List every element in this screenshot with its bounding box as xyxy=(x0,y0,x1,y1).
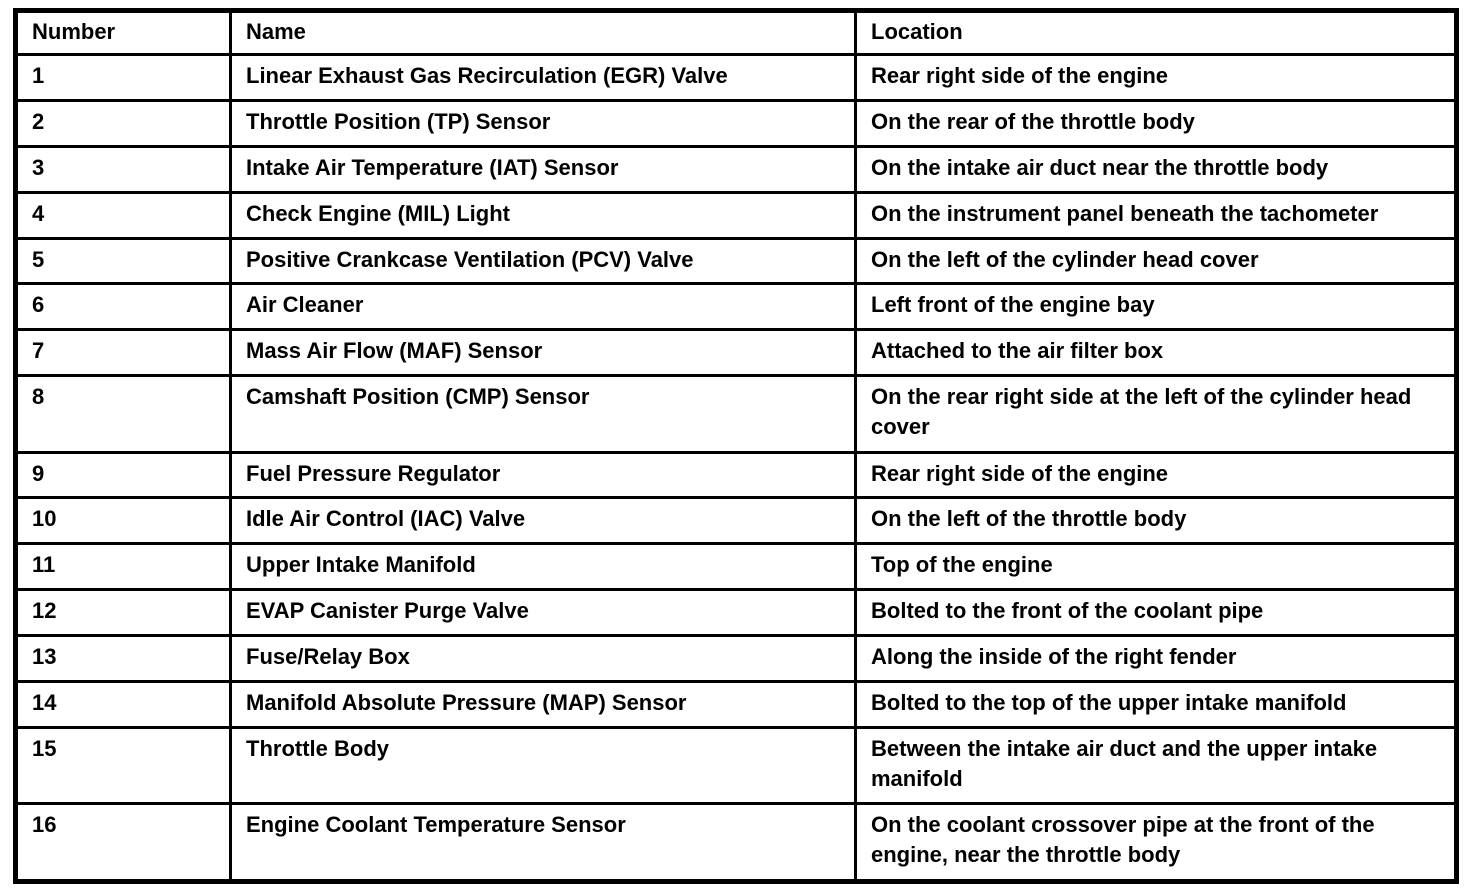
cell-location: On the rear of the throttle body xyxy=(854,98,1458,148)
table-row: 3 Intake Air Temperature (IAT) Sensor On t… xyxy=(14,144,1458,194)
column-header-number: Number xyxy=(14,9,232,56)
cell-number: 4 xyxy=(14,190,232,240)
cell-name: Throttle Position (TP) Sensor xyxy=(229,98,857,148)
table-row: 8 Camshaft Position (CMP) Sensor On the re… xyxy=(14,374,1458,454)
table-row: 7 Mass Air Flow (MAF) Sensor Attached to t… xyxy=(14,328,1458,378)
table-row: 14 Manifold Absolute Pressure (MAP) Senso… xyxy=(14,679,1458,729)
cell-number: 2 xyxy=(14,98,232,148)
cell-location: On the rear right side at the left of th… xyxy=(854,374,1458,454)
cell-name: Mass Air Flow (MAF) Sensor xyxy=(229,328,857,378)
component-location-table: Number Name Location 1 Linear Exhaust Gas… xyxy=(13,8,1459,884)
header-row: Number Name Location xyxy=(14,9,1458,56)
column-header-name: Name xyxy=(229,9,857,56)
cell-name: Fuse/Relay Box xyxy=(229,634,857,683)
cell-location: On the left of the throttle body xyxy=(854,496,1458,546)
cell-number: 10 xyxy=(14,496,232,546)
cell-location: Left front of the engine bay xyxy=(854,282,1458,332)
cell-name: Positive Crankcase Ventilation (PCV) Val… xyxy=(229,236,857,286)
table-row: 10 Idle Air Control (IAC) Valve On the lef… xyxy=(14,496,1458,546)
cell-number: 13 xyxy=(14,634,232,683)
cell-location: On the intake air duct near the throttle… xyxy=(854,144,1458,194)
table-row: 1 Linear Exhaust Gas Recirculation (EGR) … xyxy=(14,53,1458,102)
table-row: 11 Upper Intake Manifold Top of the engine xyxy=(14,542,1458,592)
table-row: 15 Throttle Body Between the intake air du… xyxy=(14,725,1458,806)
cell-number: 11 xyxy=(14,542,232,592)
cell-number: 12 xyxy=(14,588,232,638)
cell-number: 5 xyxy=(14,236,232,286)
table-row: 6 Air Cleaner Left front of the engine bay xyxy=(14,282,1458,332)
table-row: 12 EVAP Canister Purge Valve Bolted to the… xyxy=(14,588,1458,638)
cell-number: 8 xyxy=(14,374,232,454)
cell-location: Between the intake air duct and the uppe… xyxy=(854,725,1458,806)
column-header-location: Location xyxy=(854,9,1458,56)
cell-name: Throttle Body xyxy=(229,725,857,806)
table-body: 1 Linear Exhaust Gas Recirculation (EGR) … xyxy=(14,53,1458,883)
cell-number: 9 xyxy=(14,450,232,500)
cell-name: Manifold Absolute Pressure (MAP) Sensor xyxy=(229,679,857,729)
cell-number: 14 xyxy=(14,679,232,729)
cell-name: Fuel Pressure Regulator xyxy=(229,450,857,500)
table-row: 2 Throttle Position (TP) Sensor On the rea… xyxy=(14,98,1458,148)
cell-location: Top of the engine xyxy=(854,542,1458,592)
cell-location: Bolted to the front of the coolant pipe xyxy=(854,588,1458,638)
cell-number: 6 xyxy=(14,282,232,332)
cell-name: Check Engine (MIL) Light xyxy=(229,190,857,240)
table-row: 16 Engine Coolant Temperature Sensor On th… xyxy=(14,802,1458,883)
cell-name: Linear Exhaust Gas Recirculation (EGR) V… xyxy=(229,53,857,102)
cell-number: 16 xyxy=(14,802,232,883)
cell-name: Intake Air Temperature (IAT) Sensor xyxy=(229,144,857,194)
cell-name: Air Cleaner xyxy=(229,282,857,332)
cell-location: On the coolant crossover pipe at the fro… xyxy=(854,802,1458,883)
cell-location: Attached to the air filter box xyxy=(854,328,1458,378)
cell-number: 15 xyxy=(14,725,232,806)
table-row: 9 Fuel Pressure Regulator Rear right side … xyxy=(14,450,1458,500)
cell-location: Along the inside of the right fender xyxy=(854,634,1458,683)
cell-name: EVAP Canister Purge Valve xyxy=(229,588,857,638)
cell-location: On the instrument panel beneath the tach… xyxy=(854,190,1458,240)
table-row: 13 Fuse/Relay Box Along the inside of the … xyxy=(14,634,1458,683)
cell-number: 7 xyxy=(14,328,232,378)
cell-location: Rear right side of the engine xyxy=(854,450,1458,500)
table-row: 4 Check Engine (MIL) Light On the instrume… xyxy=(14,190,1458,240)
cell-location: Rear right side of the engine xyxy=(854,53,1458,102)
cell-number: 3 xyxy=(14,144,232,194)
cell-number: 1 xyxy=(14,53,232,102)
table-row: 5 Positive Crankcase Ventilation (PCV) Va… xyxy=(14,236,1458,286)
cell-name: Idle Air Control (IAC) Valve xyxy=(229,496,857,546)
cell-location: On the left of the cylinder head cover xyxy=(854,236,1458,286)
cell-location: Bolted to the top of the upper intake ma… xyxy=(854,679,1458,729)
cell-name: Engine Coolant Temperature Sensor xyxy=(229,802,857,883)
cell-name: Camshaft Position (CMP) Sensor xyxy=(229,374,857,454)
cell-name: Upper Intake Manifold xyxy=(229,542,857,592)
